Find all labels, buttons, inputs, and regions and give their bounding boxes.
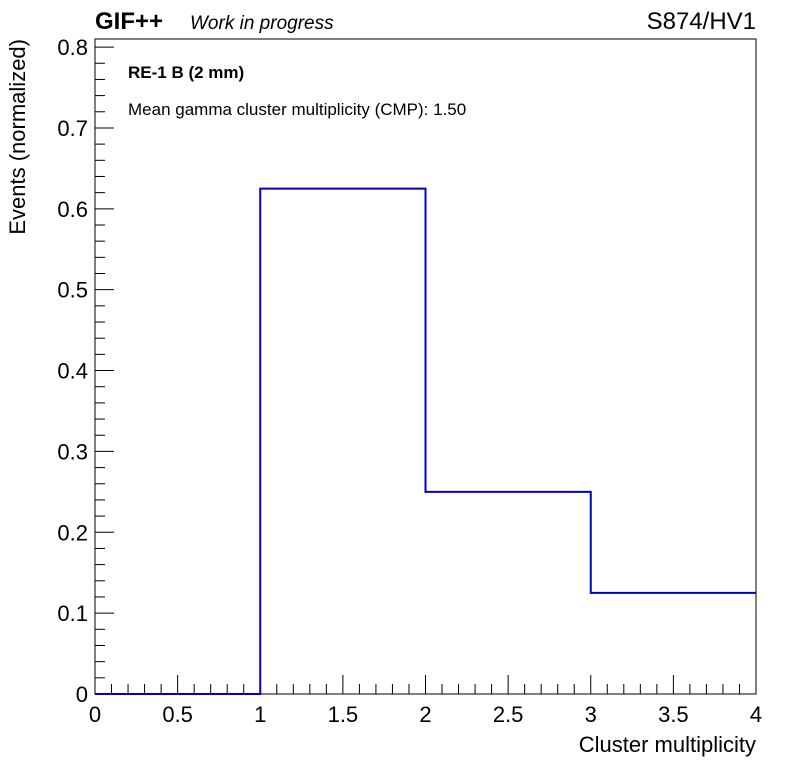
x-tick-label: 1	[254, 702, 266, 727]
histogram-bin	[260, 189, 425, 694]
x-tick-labels: 0 0.5 1 1.5 2 2.5 3 3.5 4	[89, 702, 762, 727]
detector-annotation: RE-1 B (2 mm)	[128, 63, 244, 82]
y-tick-label: 0.7	[57, 116, 88, 141]
y-tick-label: 0.4	[57, 359, 88, 384]
status-label: Work in progress	[190, 13, 334, 34]
y-tick-label: 0.8	[57, 35, 88, 60]
x-tick-label: 3	[585, 702, 597, 727]
y-tick-labels: 0 0.1 0.2 0.3 0.4 0.5 0.6 0.7 0.8	[57, 35, 88, 707]
y-axis-title: Events (normalized)	[5, 39, 30, 235]
x-tick-label: 3.5	[658, 702, 689, 727]
x-tick-label: 0.5	[162, 702, 193, 727]
y-tick-label: 0.5	[57, 278, 88, 303]
x-axis-title: Cluster multiplicity	[579, 732, 756, 757]
cmp-annotation: Mean gamma cluster multiplicity (CMP): 1…	[128, 100, 466, 119]
histogram-series	[95, 187, 756, 695]
run-label: S874/HV1	[647, 8, 756, 35]
x-tick-label: 2.5	[493, 702, 524, 727]
histogram-step-line	[95, 187, 756, 695]
y-tick-label: 0	[76, 682, 88, 707]
histogram-bin	[426, 492, 591, 694]
x-tick-label: 0	[89, 702, 101, 727]
x-tick-label: 1.5	[328, 702, 359, 727]
x-axis-ticks	[94, 675, 757, 694]
x-tick-label: 2	[419, 702, 431, 727]
y-axis-ticks	[95, 46, 114, 695]
x-tick-label: 4	[750, 702, 762, 727]
y-tick-label: 0.1	[57, 601, 88, 626]
y-tick-label: 0.3	[57, 439, 88, 464]
brand-label: GIF++	[95, 8, 163, 35]
y-tick-label: 0.2	[57, 520, 88, 545]
y-tick-label: 0.6	[57, 197, 88, 222]
